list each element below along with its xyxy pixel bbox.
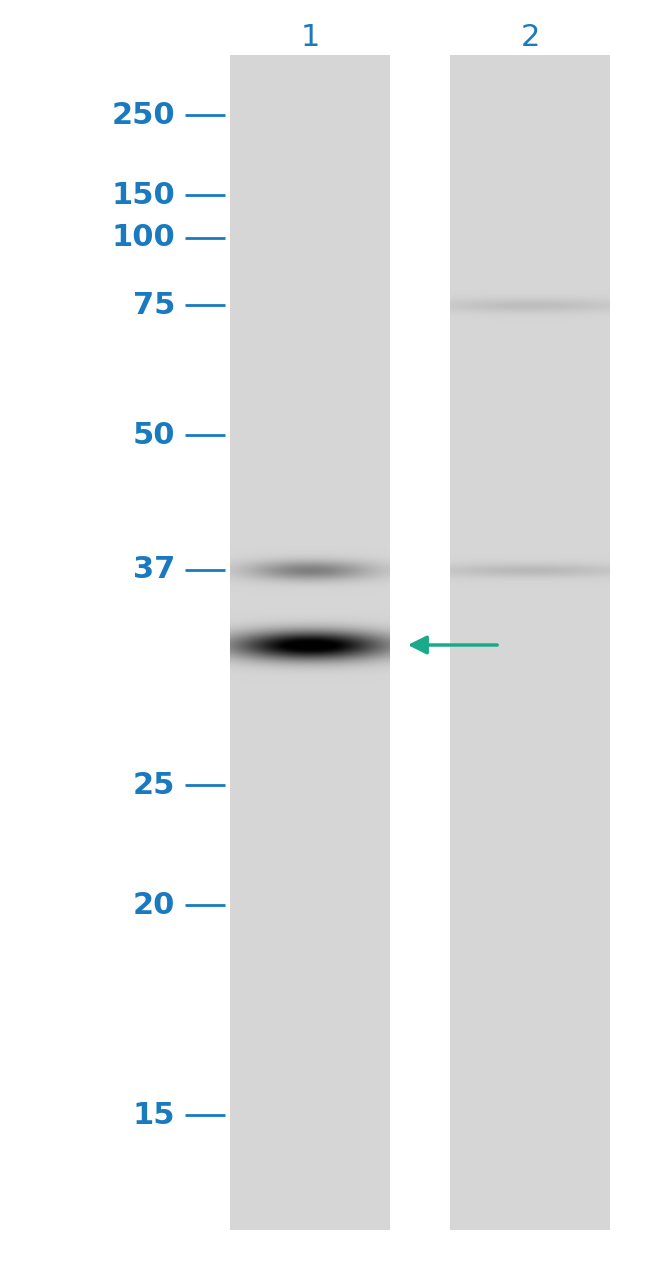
Text: 37: 37 xyxy=(133,555,175,584)
Text: 25: 25 xyxy=(133,771,175,800)
Text: 250: 250 xyxy=(111,100,175,130)
Text: 1: 1 xyxy=(300,24,320,52)
Text: 15: 15 xyxy=(133,1101,175,1129)
Text: 100: 100 xyxy=(111,224,175,253)
Text: 75: 75 xyxy=(133,291,175,320)
Text: 50: 50 xyxy=(133,420,175,450)
Text: 20: 20 xyxy=(133,890,175,919)
Text: 2: 2 xyxy=(520,24,540,52)
Text: 150: 150 xyxy=(111,180,175,210)
